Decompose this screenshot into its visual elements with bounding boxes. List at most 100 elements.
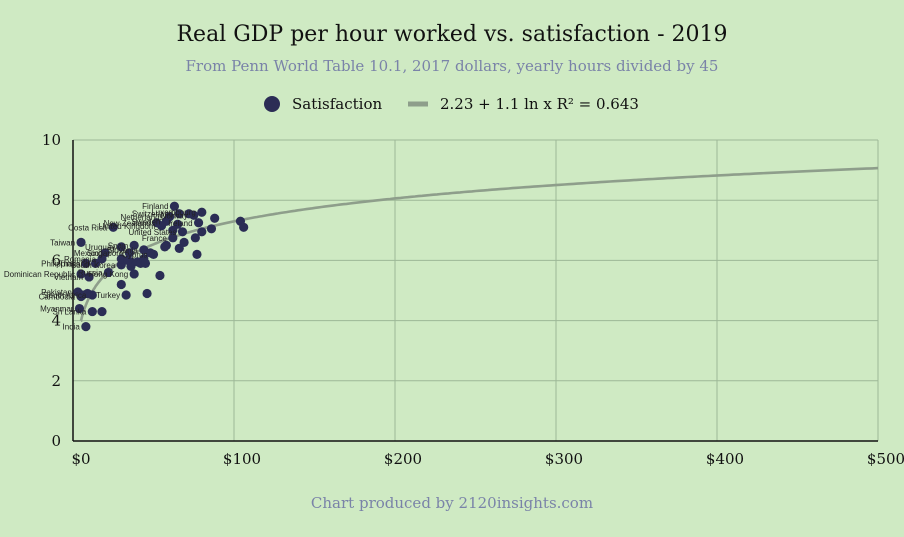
data-label: Singapore: [87, 249, 124, 258]
data-point: [123, 255, 133, 265]
data-label: Romania: [64, 255, 97, 264]
trend-line-group: [79, 166, 879, 322]
legend-trend-label: 2.23 + 1.1 ln x R² = 0.643: [440, 95, 639, 113]
data-label: Dominican Republic: [4, 270, 75, 279]
data-label: Sweden: [131, 217, 160, 226]
data-point: [129, 269, 139, 279]
data-label: South Korea: [71, 261, 116, 270]
data-point: [108, 222, 118, 232]
data-point: [197, 207, 207, 217]
data-point: [173, 219, 183, 229]
data-point: [76, 269, 86, 279]
data-point: [174, 209, 184, 219]
data-point: [78, 290, 88, 300]
data-label: South Africa: [43, 291, 87, 300]
chart-title: Real GDP per hour worked vs. satisfactio…: [176, 22, 728, 47]
data-label: Taiwan: [50, 238, 75, 247]
x-tick-label: $500: [867, 450, 904, 468]
y-tick-label: 6: [51, 251, 61, 269]
data-point: [192, 249, 202, 259]
data-point: [142, 288, 152, 299]
data-point: [190, 233, 200, 243]
data-points: [73, 201, 249, 332]
data-label: Cyprus: [122, 250, 147, 259]
data-label: United States: [128, 228, 176, 237]
legend-satisfaction-marker: [264, 96, 280, 112]
data-label: Finland: [142, 202, 168, 211]
data-point: [74, 303, 85, 314]
tick-labels: 0 2 4 6 8 10 $0 $100 $200 $300 $400 $500: [42, 131, 904, 468]
y-tick-label: 8: [51, 191, 61, 209]
data-point: [145, 248, 155, 258]
data-label: Turkey: [96, 291, 120, 300]
x-tick-label: $0: [71, 450, 90, 468]
data-point: [76, 237, 86, 247]
data-label: Hong Kong: [88, 270, 128, 279]
data-label: Switzerland: [132, 210, 173, 219]
data-point: [168, 233, 178, 243]
data-point: [140, 258, 151, 269]
data-label: Uruguay: [85, 243, 115, 252]
data-point: [193, 218, 204, 228]
data-point: [160, 242, 170, 252]
data-label: Cambodia: [39, 293, 76, 302]
data-point: [97, 306, 107, 317]
data-point: [121, 290, 131, 300]
data-point: [97, 254, 107, 264]
data-label: India: [63, 323, 81, 332]
legend: Satisfaction 2.23 + 1.1 ln x R² = 0.643: [264, 95, 639, 113]
data-label: Myanmar: [40, 305, 74, 314]
data-label: Mexico: [74, 249, 100, 258]
data-point: [84, 272, 94, 282]
data-point: [156, 221, 167, 231]
data-label: New Zealand: [104, 219, 151, 228]
data-label: Norway: [161, 211, 188, 220]
data-label: Russia: [78, 268, 103, 277]
y-tick-label: 0: [51, 432, 61, 450]
data-point: [90, 258, 101, 269]
x-tick-label: $300: [545, 450, 583, 468]
legend-satisfaction-label: Satisfaction: [292, 95, 382, 113]
y-tick-label: 4: [51, 312, 61, 330]
axes: [72, 140, 878, 442]
data-point: [174, 243, 184, 253]
data-label: Philippines: [41, 259, 80, 268]
data-label: Sri Lanka: [53, 308, 87, 317]
data-point: [87, 306, 97, 317]
data-label: Ireland: [168, 219, 192, 228]
data-label: United Kingdom: [99, 222, 156, 231]
data-point: [81, 258, 91, 269]
data-point: [184, 209, 194, 219]
chart-footer: Chart produced by 2120insights.com: [310, 494, 594, 512]
data-point: [210, 213, 220, 223]
data-point: [169, 201, 180, 211]
data-point: [177, 227, 188, 237]
data-label: Netherlands: [120, 213, 163, 222]
data-label: France: [142, 234, 167, 243]
data-label: Luxembourg: [151, 208, 195, 217]
data-label: Slovenia: [107, 246, 138, 255]
y-tick-label: 10: [42, 131, 61, 149]
data-point: [239, 222, 249, 232]
y-tick-label: 2: [51, 372, 61, 390]
data-point: [197, 227, 207, 237]
x-tick-label: $200: [384, 450, 422, 468]
data-label: Pakistan: [41, 288, 72, 297]
data-point: [129, 240, 139, 250]
data-point: [206, 224, 217, 234]
data-point: [116, 279, 126, 290]
data-label: Spain: [108, 241, 128, 250]
x-tick-label: $400: [706, 450, 744, 468]
grid: [73, 139, 879, 441]
data-label: Thailand: [59, 259, 90, 268]
trend-line: [79, 166, 879, 322]
x-tick-label: $100: [223, 450, 261, 468]
data-label: Costa Rica: [68, 223, 108, 232]
data-point: [124, 248, 134, 258]
data-point: [103, 267, 114, 278]
chart-subtitle: From Penn World Table 10.1, 2017 dollars…: [185, 57, 719, 75]
data-point: [81, 322, 91, 332]
data-point: [155, 270, 165, 281]
country-labels: FinlandSwitzerlandNetherlandsNorwayLuxem…: [4, 202, 196, 331]
